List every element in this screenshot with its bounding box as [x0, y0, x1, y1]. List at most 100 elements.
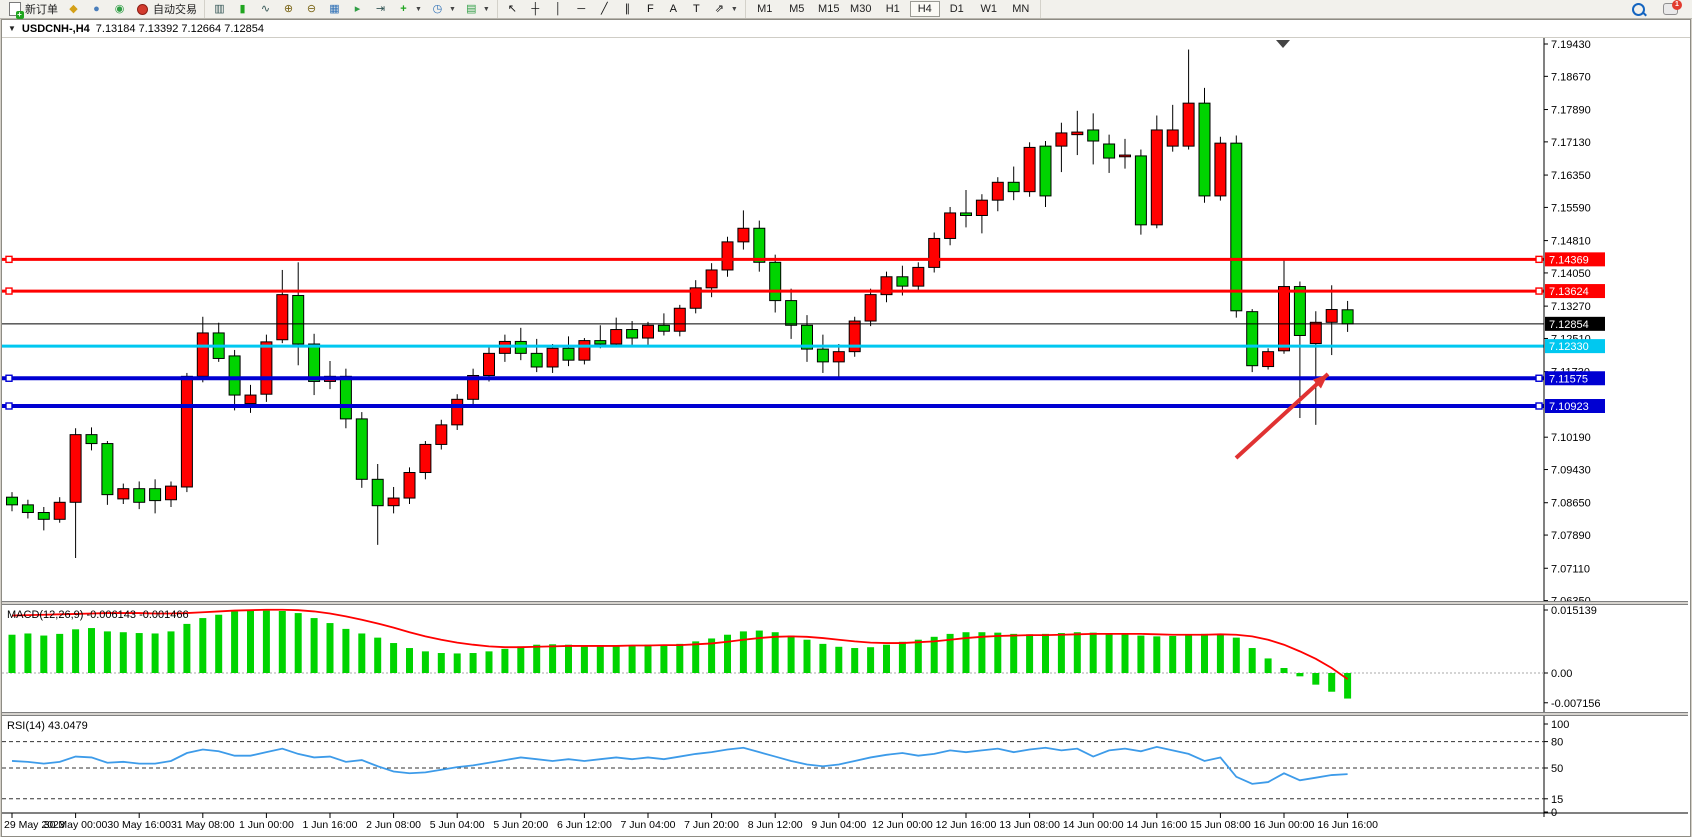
- hline-anchor[interactable]: [5, 255, 13, 264]
- notifications-button[interactable]: 1: [1659, 0, 1682, 18]
- crosshair-icon: ┼: [531, 2, 540, 15]
- time-tick-label: 16 Jun 16:00: [1317, 819, 1378, 831]
- chevron-down-icon: ▼: [730, 5, 738, 13]
- indicators-button[interactable]: + ▼: [392, 1, 426, 18]
- hline-anchor[interactable]: [1535, 255, 1543, 264]
- hline-anchor[interactable]: [5, 287, 13, 295]
- period-button-mn[interactable]: MN: [1012, 3, 1030, 15]
- rsi-tick-label: 80: [1551, 737, 1563, 749]
- chart-shift-button[interactable]: ⇥: [369, 1, 392, 18]
- text-label-button[interactable]: T: [685, 1, 708, 18]
- rsi-line: [11, 745, 1348, 785]
- time-tick-label: 5 Jun 04:00: [430, 819, 485, 831]
- auto-scroll-button[interactable]: ▸: [346, 1, 369, 18]
- trendline-icon: ╱: [601, 2, 608, 15]
- period-button-m5[interactable]: M5: [789, 3, 805, 15]
- macd-tick-label: 0.00: [1551, 668, 1572, 680]
- pane-splitter[interactable]: [2, 712, 1688, 716]
- time-tick-label: 6 Jun 12:00: [557, 819, 612, 831]
- candle-chart-button[interactable]: ▮: [231, 1, 254, 18]
- price-tick-label: 7.18670: [1551, 71, 1591, 83]
- equidistant-channel-button[interactable]: ∥: [616, 1, 639, 18]
- price-tick-label: 7.07110: [1551, 563, 1590, 575]
- horizontal-line-button[interactable]: ─: [570, 1, 593, 18]
- hline-anchor[interactable]: [5, 374, 13, 382]
- vertical-line-button[interactable]: │: [547, 1, 570, 18]
- period-button-w1[interactable]: W1: [980, 3, 998, 15]
- crosshair-button[interactable]: ┼: [524, 1, 547, 18]
- price-box-7.10923: 7.10923: [1545, 399, 1605, 413]
- hline-anchor[interactable]: [5, 402, 13, 410]
- price-box-7.12330: 7.12330: [1545, 339, 1605, 354]
- macd-tick-label: 0.015139: [1551, 605, 1597, 617]
- chevron-down-icon: ▼: [448, 5, 456, 13]
- svg-text:7.10923: 7.10923: [1549, 401, 1589, 413]
- main-toolbar: 新订单 ◆●◉ 自动交易 ▥▮∿⊕⊖▦▸⇥+▼◷▼▤▼ ↖┼│─╱∥FAT⇗▼ …: [0, 0, 1692, 19]
- signals-button[interactable]: ◉: [108, 1, 131, 18]
- chart-menu-arrow-icon[interactable]: ▼: [8, 24, 16, 33]
- cursor-icon: ↖: [507, 2, 517, 15]
- price-tick-label: 7.14050: [1551, 268, 1591, 280]
- navigator-button[interactable]: ●: [85, 1, 108, 18]
- candle-chart-icon: ▮: [239, 2, 246, 15]
- new-order-button[interactable]: 新订单: [3, 1, 62, 19]
- rsi-tick-label: 15: [1551, 794, 1563, 806]
- macd-signal-line: [11, 608, 1349, 680]
- chevron-down-icon: ▼: [415, 5, 422, 13]
- text-button[interactable]: A: [662, 1, 685, 18]
- macd-pane: MACD(12,26,9) -0.006143 -0.001466 0.01513…: [2, 605, 1601, 710]
- hline-anchor[interactable]: [1535, 287, 1543, 295]
- text-icon: A: [669, 2, 677, 15]
- search-button[interactable]: [1628, 1, 1649, 18]
- auto-trading-icon: [135, 3, 150, 16]
- fibonacci-button[interactable]: F: [639, 1, 662, 18]
- trend-arrow-annotation[interactable]: [1234, 372, 1330, 460]
- line-chart-icon: ∿: [260, 2, 271, 15]
- time-tick-label: 1 Jun 00:00: [239, 819, 294, 831]
- price-box-7.12854: 7.12854: [1545, 316, 1605, 331]
- time-tick-label: 9 Jun 04:00: [811, 819, 866, 831]
- periods-clock-icon: ◷: [432, 2, 443, 15]
- hline-anchor[interactable]: [1535, 374, 1543, 382]
- zoom-out-button[interactable]: ⊖: [300, 1, 323, 18]
- time-tick-label: 7 Jun 20:00: [684, 819, 739, 831]
- auto-trading-button[interactable]: 自动交易: [131, 1, 201, 18]
- cursor-button[interactable]: ↖: [501, 1, 524, 18]
- period-button-m15[interactable]: M15: [818, 3, 840, 15]
- hline-anchor[interactable]: [1535, 402, 1543, 410]
- trendline-button[interactable]: ╱: [593, 1, 616, 18]
- time-tick-label: 15 Jun 08:00: [1190, 819, 1251, 831]
- templates-button[interactable]: ▤ ▼: [460, 1, 494, 18]
- price-tick-label: 7.17130: [1551, 137, 1591, 149]
- time-tick-label: 1 Jun 16:00: [303, 819, 358, 831]
- period-button-m1[interactable]: M1: [757, 3, 773, 15]
- periods-clock-button[interactable]: ◷ ▼: [426, 1, 460, 18]
- pane-splitter[interactable]: [2, 601, 1688, 605]
- rsi-label: RSI(14) 43.0479: [7, 720, 88, 732]
- period-button-m30[interactable]: M30: [850, 3, 872, 15]
- navigator-icon: ●: [93, 2, 100, 15]
- period-button-h4[interactable]: H4: [909, 1, 940, 17]
- search-icon: [1632, 2, 1645, 16]
- price-box-7.11575: 7.11575: [1545, 371, 1605, 386]
- time-tick-label: 14 Jun 00:00: [1063, 819, 1124, 831]
- price-tick-label: 7.16350: [1551, 170, 1591, 182]
- line-chart-button[interactable]: ∿: [254, 1, 277, 18]
- chart-canvas[interactable]: 7.19430 7.18670 7.17890 7.17130 7.16350 7.155…: [2, 38, 1688, 834]
- drawing-tools-group: ↖ ┼ │ ─ ╱ ∥ F A T ⇗ ▼: [498, 0, 746, 18]
- period-button-d1[interactable]: D1: [949, 3, 964, 15]
- toolbar-right-group: 1: [1625, 0, 1692, 18]
- zoom-in-button[interactable]: ⊕: [277, 1, 300, 18]
- bar-chart-button[interactable]: ▥: [208, 1, 231, 18]
- arrows-tool-button[interactable]: ⇗ ▼: [708, 1, 742, 18]
- time-tick-label: 31 May 08:00: [171, 819, 235, 831]
- market-watch-button[interactable]: ◆: [62, 1, 85, 18]
- period-button-h1[interactable]: H1: [885, 3, 900, 15]
- tile-windows-button[interactable]: ▦: [323, 1, 346, 18]
- timeframe-group: M1 M5 M15 M30 H1 H4 D1 W1 MN: [746, 0, 1041, 18]
- price-tick-label: 7.19430: [1551, 39, 1591, 51]
- market-watch-icon: ◆: [69, 2, 78, 15]
